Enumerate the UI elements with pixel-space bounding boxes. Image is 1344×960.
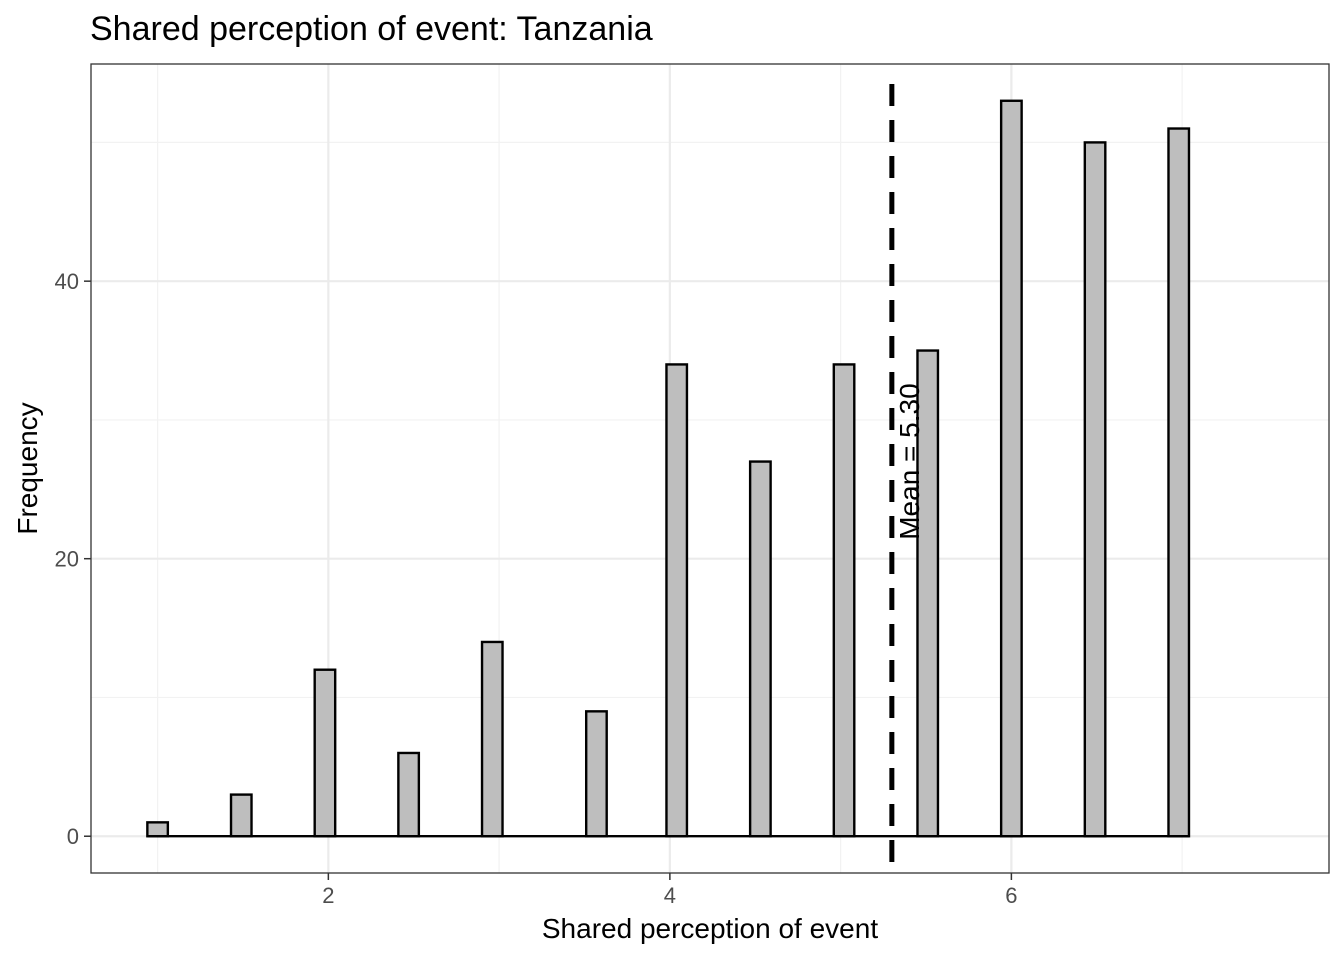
y-tick-label: 0 (67, 824, 79, 849)
histogram-bar (999, 99, 1023, 838)
histogram-bar (1167, 127, 1191, 838)
x-axis-ticks: 2 4 6 (322, 873, 1018, 908)
chart-title: Shared perception of event: Tanzania (90, 10, 653, 48)
bars (146, 99, 1191, 838)
histogram-bar (397, 751, 421, 838)
histogram-bar (480, 640, 504, 838)
histogram-bar (748, 460, 772, 838)
x-tick-label: 6 (1005, 883, 1017, 908)
histogram-bar (585, 710, 608, 838)
mean-line-group: Mean = 5.30 (889, 84, 925, 873)
histogram-bar (146, 821, 170, 838)
histogram-bar (313, 668, 337, 838)
y-tick-label: 40 (55, 269, 79, 294)
histogram-bar (832, 363, 856, 838)
y-tick-label: 20 (55, 547, 79, 572)
y-axis-ticks: 0 20 40 (55, 269, 91, 849)
histogram-bar (1083, 141, 1107, 838)
x-tick-label: 2 (322, 883, 334, 908)
panel-border (90, 63, 1330, 874)
mean-label: Mean = 5.30 (894, 383, 925, 539)
x-axis-title: Shared perception of event (542, 913, 878, 944)
histogram-bar (229, 793, 253, 838)
y-axis-title: Frequency (12, 402, 43, 534)
x-tick-label: 4 (664, 883, 676, 908)
histogram-bar (665, 363, 689, 838)
grid-lines (91, 64, 1329, 873)
